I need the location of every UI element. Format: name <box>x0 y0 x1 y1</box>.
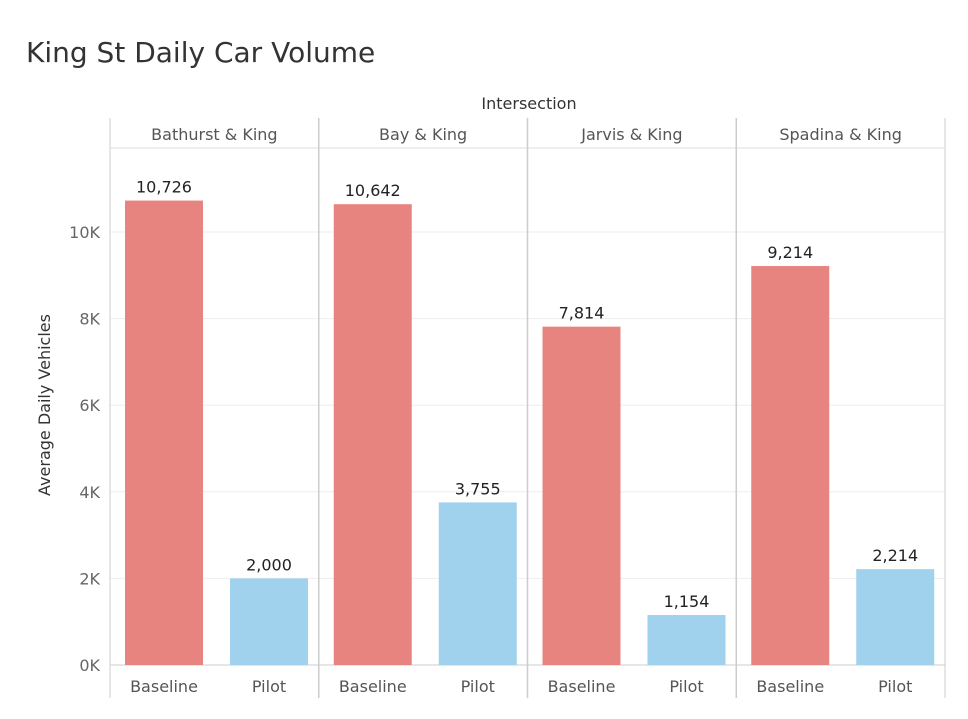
bar-pilot <box>230 578 308 665</box>
data-label: 1,154 <box>664 592 710 611</box>
x-tick-label: Pilot <box>669 677 703 696</box>
data-label: 7,814 <box>559 304 605 323</box>
y-tick-label: 2K <box>79 569 100 588</box>
x-tick-label: Baseline <box>130 677 198 696</box>
y-tick-label: 4K <box>79 483 100 502</box>
data-label: 10,642 <box>345 181 401 200</box>
x-tick-label: Pilot <box>878 677 912 696</box>
group-header: Bathurst & King <box>151 125 277 144</box>
data-label: 2,000 <box>246 555 292 574</box>
column-header: Intersection <box>481 94 576 113</box>
bar-baseline <box>542 326 621 665</box>
bar-baseline <box>751 266 830 665</box>
data-label: 10,726 <box>136 178 192 197</box>
x-tick-label: Baseline <box>756 677 824 696</box>
bar-baseline <box>333 204 412 665</box>
y-tick-label: 0K <box>79 656 100 675</box>
y-tick-label: 8K <box>79 310 100 329</box>
data-label: 9,214 <box>767 243 813 262</box>
data-label: 2,214 <box>872 546 918 565</box>
y-tick-label: 10K <box>69 223 100 242</box>
y-tick-label: 6K <box>79 396 100 415</box>
bar-pilot <box>438 502 517 665</box>
group-header: Jarvis & King <box>580 125 682 144</box>
bar-pilot <box>856 569 935 665</box>
x-tick-label: Pilot <box>461 677 495 696</box>
x-tick-label: Pilot <box>252 677 286 696</box>
y-axis-label: Average Daily Vehicles <box>35 314 54 496</box>
data-label: 3,755 <box>455 479 501 498</box>
bar-pilot <box>647 615 726 665</box>
chart-title: King St Daily Car Volume <box>26 36 375 69</box>
bar-baseline <box>125 200 203 665</box>
group-header: Spadina & King <box>779 125 902 144</box>
x-tick-label: Baseline <box>548 677 616 696</box>
group-header: Bay & King <box>379 125 467 144</box>
x-tick-label: Baseline <box>339 677 407 696</box>
